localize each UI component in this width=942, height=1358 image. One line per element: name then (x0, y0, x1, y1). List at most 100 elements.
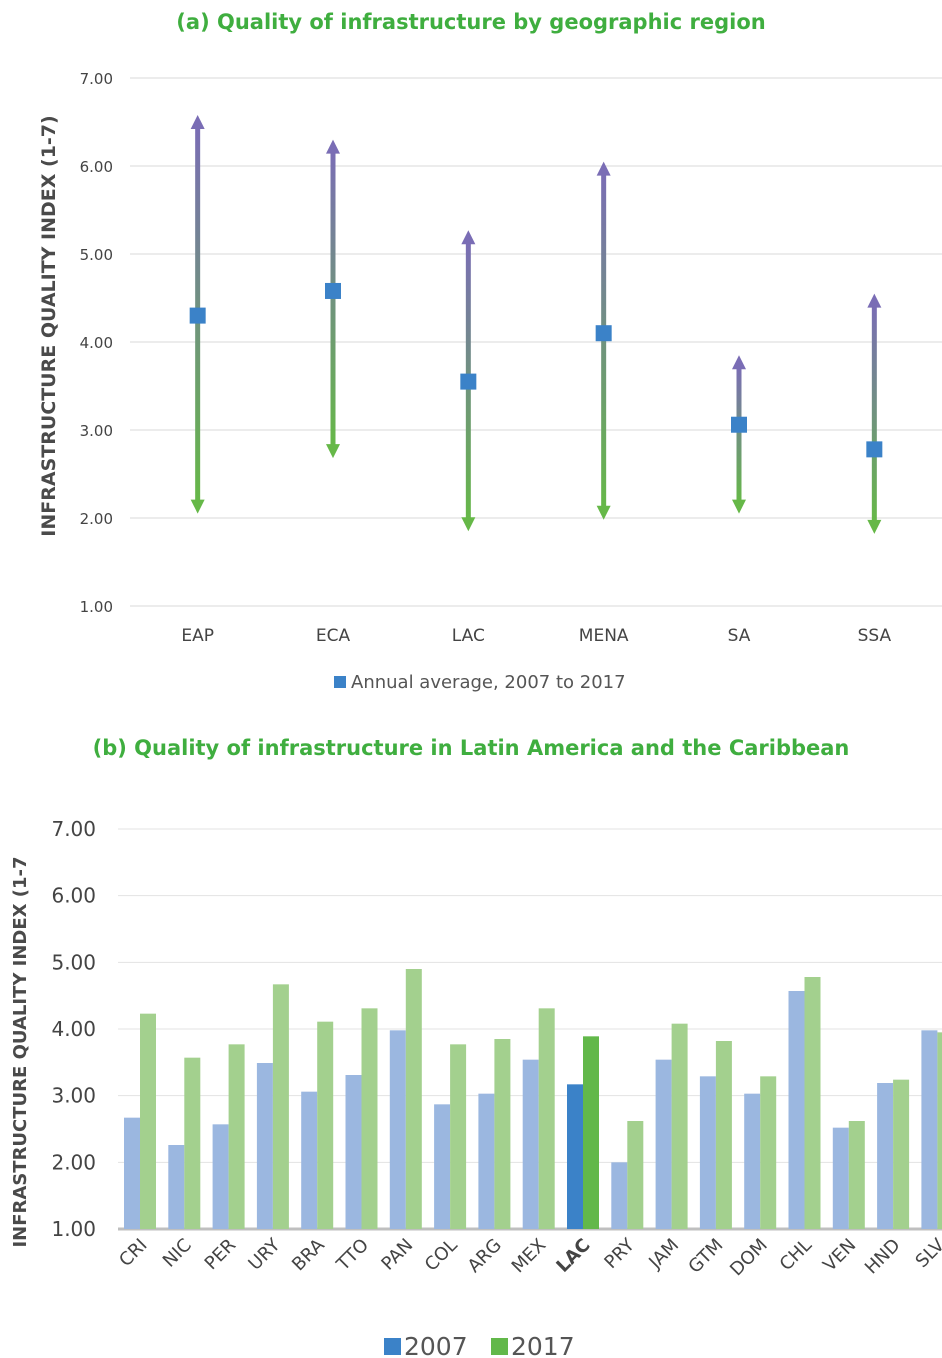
chart-b-bar-2017 (627, 1121, 644, 1229)
chart-b-x-tick: CRI (115, 1235, 151, 1271)
chart-b-bar-2017 (184, 1057, 201, 1229)
chart-b-bar-2017 (760, 1076, 777, 1229)
chart-a-average-marker (460, 373, 477, 390)
chart-b-x-tick: URY (244, 1234, 285, 1275)
chart-b-bar-2017 (361, 1008, 378, 1229)
chart-b-bar-2007 (832, 1127, 849, 1229)
chart-a-x-tick: MENA (579, 626, 629, 646)
chart-b-bar-2007 (788, 991, 805, 1229)
chart-b-y-tick: 6.00 (51, 884, 96, 908)
chart-a-average-marker (189, 307, 206, 324)
chart-a-x-tick: SA (728, 626, 751, 646)
chart-a-range-max-arrow (461, 230, 476, 245)
chart-b-x-tick: LAC (552, 1235, 594, 1277)
chart-b-bar-2007 (168, 1145, 185, 1229)
chart-a-y-tick: 1.00 (80, 598, 113, 616)
chart-a-legend-marker (334, 676, 346, 688)
chart-b-x-tick: PAN (377, 1235, 417, 1275)
chart-a-y-tick: 2.00 (80, 510, 113, 528)
chart-b-legend-2007-swatch (384, 1338, 401, 1355)
chart-b-y-tick: 1.00 (51, 1217, 96, 1241)
chart-a-range-max-arrow (326, 139, 340, 154)
chart-a-title: (a) Quality of infrastructure by geograp… (176, 10, 766, 34)
chart-b-bar-2017 (494, 1039, 511, 1229)
chart-a-range-max-arrow (190, 114, 205, 129)
chart-a-range-max-arrow (596, 161, 611, 176)
chart-a-legend-label: Annual average, 2007 to 2017 (351, 672, 626, 693)
chart-b-legend-2007-label: 2007 (404, 1332, 468, 1358)
chart-b-bar-2017 (804, 977, 821, 1229)
chart-a-x-tick: SSA (858, 626, 892, 646)
chart-b-x-tick: BRA (288, 1234, 329, 1275)
chart-a-average-marker (325, 282, 341, 299)
chart-b-bar-2017 (583, 1036, 599, 1229)
chart-b-x-tick: VEN (819, 1235, 860, 1276)
chart-b-y-tick: 7.00 (51, 817, 96, 841)
chart-a-average-marker (731, 416, 747, 433)
chart-a-y-tick: 7.00 (80, 70, 113, 88)
chart-b-bar-2007 (256, 1063, 273, 1229)
chart-b-bar-2017 (715, 1041, 732, 1229)
chart-a-range-line (871, 305, 877, 522)
chart-b-bar-2007 (699, 1076, 716, 1229)
chart-b-bar-2007 (877, 1083, 894, 1229)
chart-b-x-tick: PRY (600, 1234, 639, 1273)
chart-b-y-tick: 3.00 (51, 1084, 96, 1108)
chart-a-range-min-arrow (596, 505, 611, 520)
chart-b-bar-2007 (478, 1093, 495, 1229)
chart-a-x-tick: LAC (452, 626, 485, 646)
chart-b-y-tick: 4.00 (51, 1017, 96, 1041)
chart-b-bar-2017 (272, 984, 289, 1229)
chart-b-x-tick: NIC (159, 1235, 196, 1272)
chart-b-x-tick: SLV (912, 1234, 942, 1272)
chart-b-bar-2017 (893, 1079, 910, 1229)
chart-b-bar-2007 (655, 1059, 672, 1229)
chart-a-average-marker (866, 441, 883, 458)
chart-b-bar-2007 (921, 1030, 938, 1229)
chart-b-bar-2007 (744, 1093, 761, 1229)
chart-b-bar-2017 (228, 1044, 245, 1229)
chart-b-y-axis-title: INFRASTRUCTURE QUALITY INDEX (1-7 (10, 856, 31, 1247)
chart-b-x-tick: COL (421, 1235, 462, 1276)
chart-a-average-marker (595, 325, 612, 342)
chart-b-legend-2017-label: 2017 (511, 1332, 575, 1358)
chart-b-x-tick: ARG (464, 1235, 506, 1277)
chart-a-range-min-arrow (461, 517, 476, 532)
chart-b-legend-2017-swatch (491, 1338, 508, 1355)
chart-a-x-tick: EAP (181, 626, 214, 646)
chart-b-bar-2007 (522, 1059, 539, 1229)
chart-a-range-min-arrow (732, 499, 746, 514)
chart-b-bar-2007 (434, 1104, 451, 1229)
chart-b-title: (b) Quality of infrastructure in Latin A… (92, 736, 850, 760)
chart-b-bar-2017 (405, 969, 422, 1229)
chart-a-x-tick: ECA (316, 626, 351, 646)
chart-b-bar-2017 (848, 1121, 865, 1229)
chart-a-y-tick: 6.00 (80, 158, 113, 176)
chart-a-range-min-arrow (326, 444, 340, 459)
chart-b-bar-2007 (567, 1084, 583, 1229)
chart-b-x-tick: HND (861, 1235, 905, 1279)
chart-b-bar-2007 (301, 1091, 318, 1229)
chart-a-range-max-arrow (867, 293, 882, 308)
chart-a-range-max-arrow (732, 355, 746, 370)
chart-b-x-tick: PER (201, 1235, 240, 1274)
chart-b-x-tick: GTM (684, 1235, 727, 1278)
chart-b-bar-2007 (611, 1162, 628, 1229)
chart-b-x-tick: JAM (644, 1235, 683, 1274)
chart-a: 1.00 2.00 3.00 4.00 5.00 6.00 7.00 EAP ECA LAC ME… (38, 70, 942, 693)
chart-b-y-tick: 2.00 (51, 1150, 96, 1174)
chart-a-range-line (736, 367, 742, 502)
chart-a-range-min-arrow (867, 519, 882, 534)
chart-b-bar-2017 (450, 1044, 467, 1229)
chart-a-y-axis-title: INFRASTRUCTURE QUALITY INDEX (1-7) (38, 115, 60, 536)
chart-b-bar-2017 (538, 1008, 555, 1229)
chart-b-bar-2017 (140, 1013, 156, 1229)
chart-a-range-min-arrow (190, 499, 205, 514)
chart-a-y-tick: 3.00 (80, 422, 113, 440)
chart-b-x-tick: MEX (508, 1235, 551, 1278)
chart-b-y-tick: 5.00 (51, 950, 96, 974)
chart-b-x-tick: CHL (776, 1235, 816, 1275)
chart-a-y-tick: 5.00 (80, 246, 113, 264)
chart-b-bar-2007 (345, 1075, 362, 1229)
